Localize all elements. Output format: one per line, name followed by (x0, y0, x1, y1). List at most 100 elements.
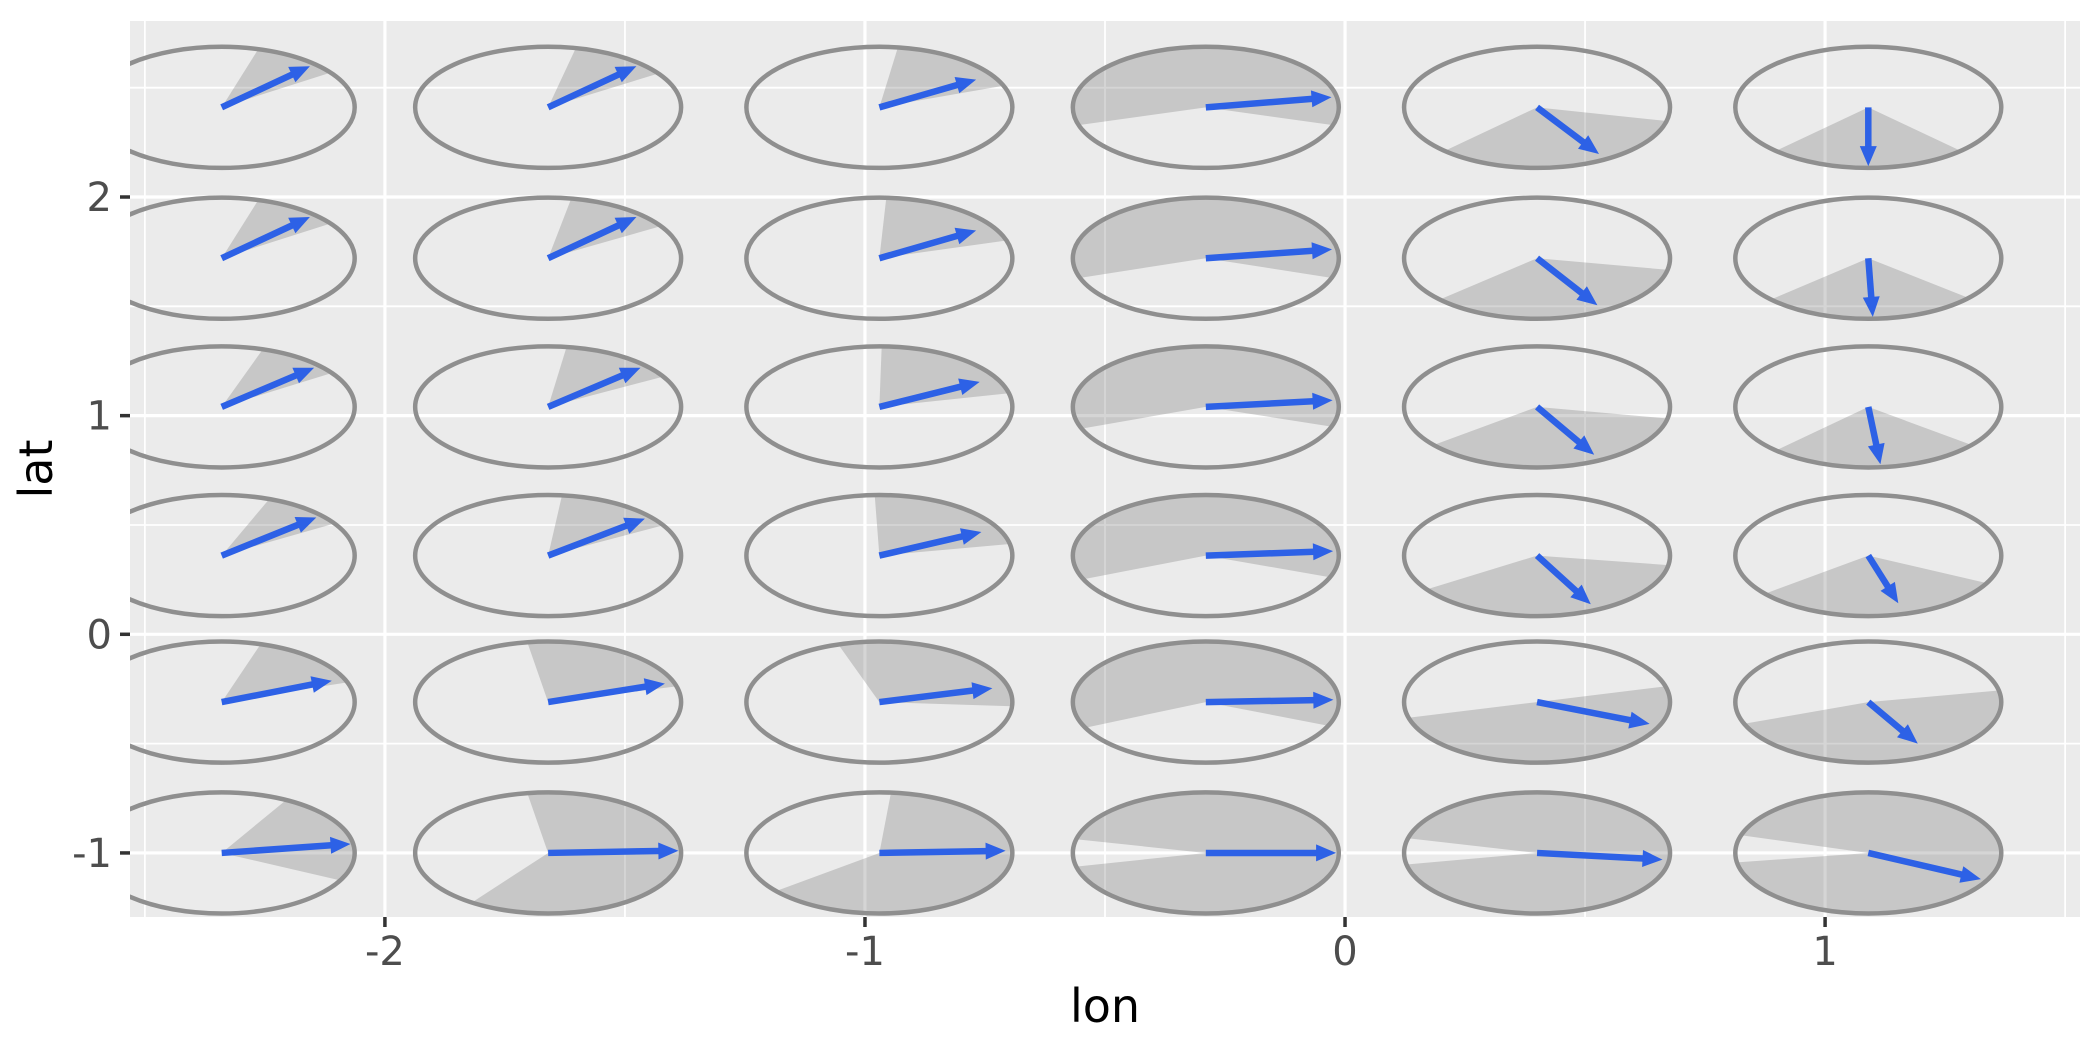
glyph-ellipse (130, 790, 357, 916)
glyph-arrow-shaft (878, 686, 981, 706)
glyph-ellipse (1070, 492, 1342, 619)
wind-glyph (1401, 492, 1673, 619)
wind-glyph (1733, 639, 2004, 765)
glyph-ellipse (1401, 344, 1673, 470)
glyph-uncertainty-wedge (1765, 555, 1987, 617)
glyph-ellipse (744, 790, 1015, 916)
glyph-arrow-head (1897, 724, 1918, 744)
glyph-arrow-head (1570, 584, 1591, 605)
glyph-ellipse (412, 639, 684, 765)
wind-glyph (130, 195, 357, 322)
glyph-ellipse (1733, 492, 2004, 619)
x-axis-title: lon (1070, 979, 1140, 1033)
wind-glyph (412, 344, 684, 470)
wind-glyph (1070, 44, 1342, 171)
wind-glyph (412, 492, 684, 619)
wind-glyph (1733, 44, 2004, 171)
glyph-arrow-head (954, 77, 977, 94)
glyph-arrow-shaft (1205, 397, 1321, 411)
glyph-arrow-head (292, 367, 315, 384)
wind-glyph (744, 344, 1015, 470)
glyph-ellipse (412, 344, 684, 470)
glyph-ellipse (1070, 344, 1342, 470)
glyph-arrow-head (1573, 435, 1595, 455)
wind-glyph (744, 44, 1015, 171)
glyph-arrow-shaft (1535, 255, 1590, 301)
glyph-arrow-shaft (1535, 104, 1592, 150)
glyph-ellipse (1401, 44, 1673, 171)
wind-glyph (412, 44, 684, 171)
glyph-uncertainty-wedge (1744, 690, 2002, 763)
glyph-ellipse (1733, 195, 2004, 322)
glyph-arrow-head (1313, 691, 1334, 709)
glyph-ellipse (1070, 195, 1342, 322)
y-axis-title: lat (9, 439, 63, 498)
glyph-arrow-head (954, 227, 977, 245)
glyph-ellipse (412, 195, 684, 322)
glyph-ellipse (412, 790, 684, 916)
glyph-uncertainty-wedge (1072, 197, 1339, 278)
glyph-arrow-shaft (878, 381, 969, 411)
glyph-uncertainty-wedge (221, 800, 355, 881)
wind-glyph (1733, 790, 2004, 916)
glyph-layer (130, 44, 2004, 916)
glyph-ellipse (412, 492, 684, 619)
wind-glyph (130, 344, 357, 470)
glyph-arrow-head (310, 676, 332, 693)
glyph-ellipse (1733, 790, 2004, 916)
glyph-arrow-shaft (1205, 94, 1320, 111)
glyph-uncertainty-wedge (1426, 555, 1669, 617)
y-tick-label: 0 (87, 612, 112, 658)
glyph-ellipse (1401, 195, 1673, 322)
glyph-arrow-head (1310, 90, 1332, 108)
glyph-uncertainty-wedge (1439, 258, 1668, 319)
glyph-uncertainty-wedge (1433, 406, 1668, 468)
glyph-ellipse (130, 639, 357, 765)
glyph-arrow-shaft (878, 230, 966, 262)
glyph-arrow-head (1316, 844, 1337, 862)
wind-glyph (1401, 44, 1673, 171)
wind-glyph (1733, 195, 2004, 322)
wind-glyph (1070, 790, 1342, 916)
glyph-arrow-shaft (221, 841, 339, 857)
wind-glyph (1401, 790, 1673, 916)
glyph-ellipse (1733, 344, 2004, 470)
glyph-ellipse (1070, 639, 1342, 765)
glyph-arrow-shaft (546, 369, 631, 410)
y-tick-label: -1 (72, 831, 112, 877)
glyph-uncertainty-wedge (874, 495, 1010, 556)
glyph-arrow-shaft (1536, 849, 1651, 863)
glyph-ellipse (130, 44, 357, 171)
glyph-arrow-head (985, 842, 1006, 860)
x-tick-label: -2 (365, 929, 405, 975)
glyph-arrow-shaft (1867, 849, 1970, 880)
glyph-uncertainty-wedge (1408, 686, 1670, 763)
glyph-arrow-shaft (1205, 247, 1321, 262)
glyph-uncertainty-wedge (879, 346, 1009, 407)
glyph-arrow-head (1311, 242, 1332, 260)
wind-glyph (744, 195, 1015, 322)
glyph-ellipse (1733, 44, 2004, 171)
wind-glyph (1401, 195, 1673, 322)
wind-glyph (1733, 492, 2004, 619)
glyph-ellipse (744, 639, 1015, 765)
wind-glyph (1401, 639, 1673, 765)
glyph-arrow-head (1312, 543, 1334, 561)
glyph-ellipse (744, 344, 1015, 470)
wind-glyph (130, 639, 357, 765)
glyph-ellipse (1401, 492, 1673, 619)
wind-glyph (1733, 344, 2004, 470)
glyph-arrow-shaft (548, 847, 667, 857)
glyph-ellipse (1070, 790, 1342, 916)
glyph-arrow-head (288, 66, 310, 83)
glyph-arrow-shaft (220, 518, 307, 559)
glyph-arrow-head (1862, 296, 1880, 317)
glyph-arrow-head (1628, 711, 1650, 729)
glyph-ellipse (744, 195, 1015, 322)
glyph-arrow-shaft (1205, 696, 1322, 706)
glyph-arrow-head (1859, 146, 1877, 167)
wind-glyph (744, 492, 1015, 619)
glyph-arrow-head (643, 678, 665, 696)
